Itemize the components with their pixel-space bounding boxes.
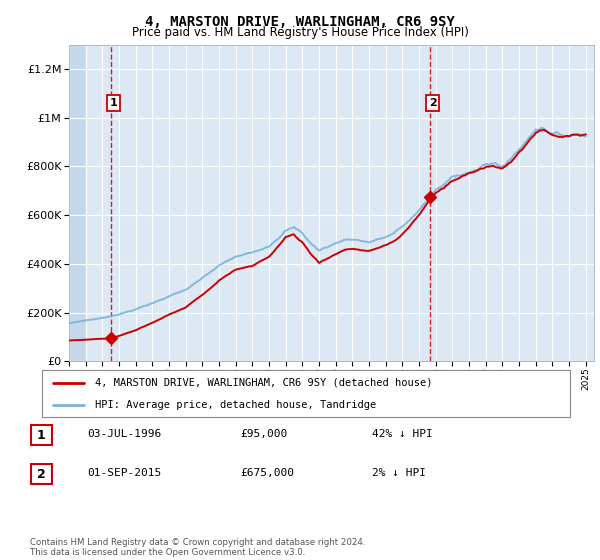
Text: 4, MARSTON DRIVE, WARLINGHAM, CR6 9SY (detached house): 4, MARSTON DRIVE, WARLINGHAM, CR6 9SY (d… [95,378,432,388]
Text: Price paid vs. HM Land Registry's House Price Index (HPI): Price paid vs. HM Land Registry's House … [131,26,469,39]
Text: 42% ↓ HPI: 42% ↓ HPI [372,429,433,439]
Text: 03-JUL-1996: 03-JUL-1996 [87,429,161,439]
Text: 2% ↓ HPI: 2% ↓ HPI [372,468,426,478]
FancyBboxPatch shape [42,370,570,417]
Text: 2: 2 [37,468,46,481]
Text: HPI: Average price, detached house, Tandridge: HPI: Average price, detached house, Tand… [95,400,376,410]
Text: 4, MARSTON DRIVE, WARLINGHAM, CR6 9SY: 4, MARSTON DRIVE, WARLINGHAM, CR6 9SY [145,15,455,29]
FancyBboxPatch shape [31,464,52,484]
FancyBboxPatch shape [31,425,52,445]
Text: £95,000: £95,000 [240,429,287,439]
Text: 01-SEP-2015: 01-SEP-2015 [87,468,161,478]
Bar [69,45,86,361]
Text: 1: 1 [37,428,46,442]
Text: 2: 2 [429,98,436,108]
Text: Contains HM Land Registry data © Crown copyright and database right 2024.
This d: Contains HM Land Registry data © Crown c… [30,538,365,557]
Text: 1: 1 [109,98,117,108]
Text: £675,000: £675,000 [240,468,294,478]
